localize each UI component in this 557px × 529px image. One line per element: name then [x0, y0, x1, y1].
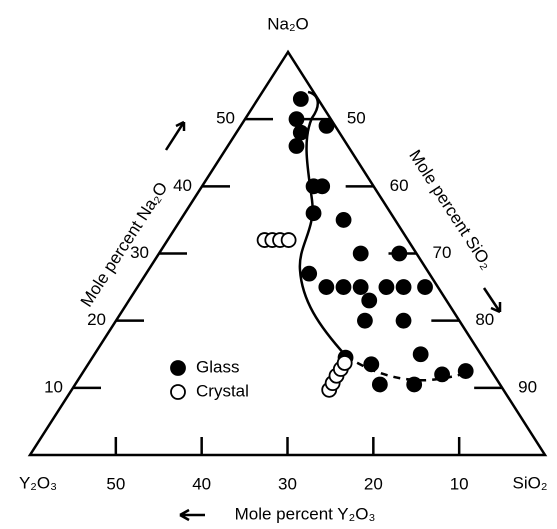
legend-label: Crystal: [196, 381, 249, 400]
data-point: [292, 124, 309, 141]
data-point: [417, 279, 433, 295]
data-point: [318, 279, 335, 295]
tick-label: 20: [87, 310, 106, 329]
data-point: [318, 117, 335, 134]
data-point: [378, 279, 395, 295]
data-point: [395, 279, 412, 295]
data-point: [391, 245, 408, 262]
tick-label: 30: [130, 243, 149, 262]
axis-arrow: [164, 120, 186, 151]
data-point: [395, 312, 412, 329]
legend: Glass Crystal: [170, 357, 249, 400]
legend-marker: [170, 360, 186, 376]
tick-label: 40: [192, 474, 211, 493]
tick-label: 60: [390, 176, 409, 195]
data-point: [371, 376, 388, 393]
axis-label: Mole percent Na₂O: [77, 179, 172, 311]
data-point: [363, 356, 380, 373]
data-point: [280, 232, 297, 248]
data-point: [292, 91, 309, 107]
data-point: [434, 366, 451, 383]
data-point: [288, 138, 305, 154]
data-point: [335, 279, 352, 295]
vertex-label: Na₂O: [267, 14, 309, 33]
data-point: [336, 355, 353, 371]
data-point: [352, 279, 369, 295]
data-point: [301, 265, 318, 282]
tick-label: 10: [44, 377, 63, 396]
tick-label: 70: [433, 243, 452, 262]
axis-label: Mole percent Y₂O₃: [235, 504, 376, 523]
tick-label: 10: [450, 474, 469, 493]
glass-boundary: [298, 90, 347, 357]
axis-arrow: [179, 508, 205, 522]
vertex-label: SiO₂: [513, 473, 548, 492]
data-point: [335, 212, 352, 228]
tick-label: 80: [475, 310, 494, 329]
data-point: [406, 376, 423, 393]
data-point: [288, 111, 305, 128]
vertex-label: Y₂O₃: [19, 473, 57, 492]
tick-label: 50: [347, 109, 366, 128]
data-point: [352, 245, 369, 262]
data-point: [357, 312, 373, 329]
data-point: [314, 178, 331, 195]
tick-label: 90: [518, 377, 537, 396]
data-point: [457, 363, 474, 379]
data-point: [361, 292, 378, 309]
axis-arrow: [482, 287, 502, 314]
tick-label: 20: [364, 474, 383, 493]
tick-label: 50: [106, 474, 125, 493]
tick-label: 30: [278, 474, 297, 493]
legend-label: Glass: [196, 357, 239, 376]
data-point: [412, 346, 429, 363]
data-point: [305, 205, 322, 222]
tick-label: 40: [173, 176, 192, 195]
tick-label: 50: [216, 109, 235, 128]
legend-marker: [170, 384, 186, 400]
